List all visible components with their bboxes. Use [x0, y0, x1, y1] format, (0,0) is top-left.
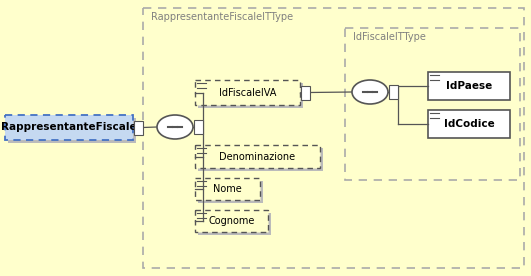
FancyBboxPatch shape — [428, 72, 510, 100]
Text: IdFiscaleITType: IdFiscaleITType — [353, 32, 426, 42]
FancyBboxPatch shape — [195, 178, 260, 200]
Text: Nome: Nome — [213, 184, 242, 194]
FancyBboxPatch shape — [431, 75, 513, 103]
Text: Cognome: Cognome — [208, 216, 255, 226]
FancyBboxPatch shape — [431, 113, 513, 141]
Text: IdCodice: IdCodice — [443, 119, 494, 129]
FancyBboxPatch shape — [198, 148, 323, 171]
FancyBboxPatch shape — [195, 210, 268, 232]
FancyBboxPatch shape — [195, 145, 320, 168]
FancyBboxPatch shape — [198, 213, 271, 235]
FancyBboxPatch shape — [389, 85, 398, 99]
Ellipse shape — [352, 80, 388, 104]
FancyBboxPatch shape — [8, 118, 136, 143]
Text: Denominazione: Denominazione — [219, 152, 296, 161]
Text: RappresentanteFiscaleITType: RappresentanteFiscaleITType — [151, 12, 293, 22]
FancyBboxPatch shape — [198, 181, 263, 203]
FancyBboxPatch shape — [345, 28, 520, 180]
Text: IdPaese: IdPaese — [446, 81, 492, 91]
FancyBboxPatch shape — [198, 83, 303, 108]
FancyBboxPatch shape — [195, 80, 300, 105]
Text: RappresentanteFiscale: RappresentanteFiscale — [1, 123, 137, 132]
FancyBboxPatch shape — [194, 120, 203, 134]
FancyBboxPatch shape — [428, 110, 510, 138]
FancyBboxPatch shape — [301, 86, 310, 100]
Text: IdFiscaleIVA: IdFiscaleIVA — [219, 87, 276, 97]
Ellipse shape — [157, 115, 193, 139]
FancyBboxPatch shape — [143, 8, 524, 268]
FancyBboxPatch shape — [5, 115, 133, 140]
FancyBboxPatch shape — [134, 121, 143, 134]
